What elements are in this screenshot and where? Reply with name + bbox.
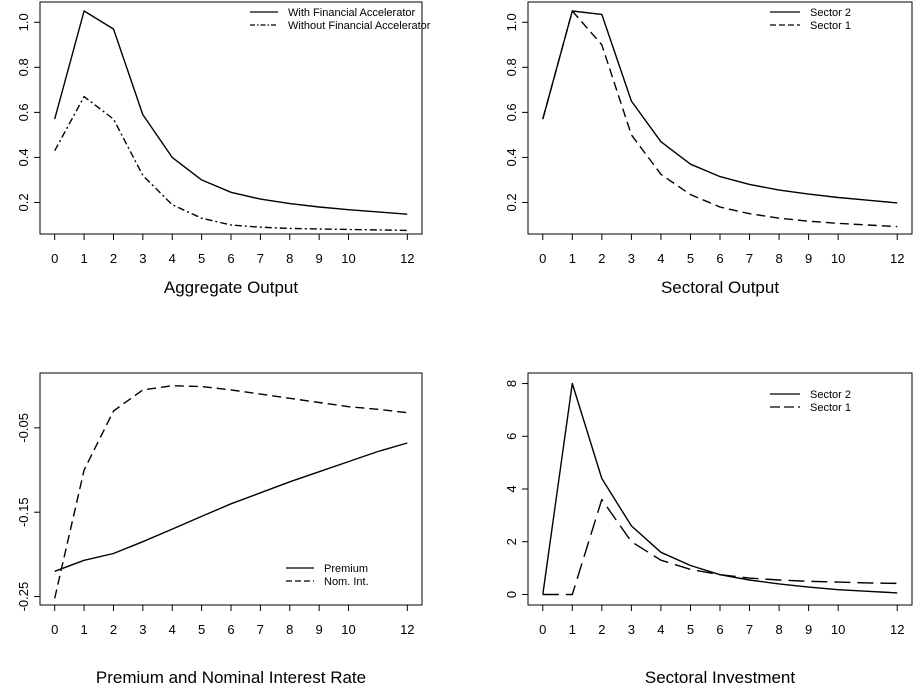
x-tick-label: 5 [198,251,205,266]
series-line-sector-1 [542,498,898,596]
premium-interest-panel: 0 1 2 3 4 5 6 7 8 9 10 12-0.05-0.15-0.25PremiumNom.… [16,372,423,687]
x-tick-label: 5 [687,251,694,266]
x-tick-label: 7 [257,622,264,637]
x-tick-label: 0 [51,622,58,637]
series-line-with-financial-accelerator [54,10,408,215]
y-tick-label: 2 [504,538,519,545]
legend-label: Sector 1 [810,20,851,32]
x-tick-label: 3 [628,251,635,266]
y-tick-label: 6 [504,433,519,440]
y-tick-label: 4 [504,485,519,492]
y-tick-label: 0.6 [504,103,519,121]
series-line-sector-2 [542,10,898,204]
x-tick-label: 12 [890,622,904,637]
x-tick-label: 8 [286,622,293,637]
x-tick-label: 9 [805,622,812,637]
panel-caption: Sectoral Output [661,278,779,297]
series-line-without-financial-accelerator [54,95,408,232]
x-tick-label: 0 [51,251,58,266]
y-tick-label: 0.4 [16,148,31,166]
series-line-nom-int- [54,385,408,599]
x-tick-label: 8 [775,622,782,637]
x-tick-label: 6 [227,622,234,637]
x-tick-label: 2 [598,622,605,637]
panel-caption: Sectoral Investment [645,668,796,687]
series-line-sector-2 [542,382,898,595]
y-tick-label: 0.8 [504,58,519,76]
x-tick-label: 8 [775,251,782,266]
series-line-premium [54,442,408,572]
x-tick-label: 4 [169,251,176,266]
y-tick-label: 0.8 [16,58,31,76]
x-tick-label: 7 [257,251,264,266]
x-tick-label: 1 [80,251,87,266]
x-tick-label: 3 [139,622,146,637]
x-tick-label: 2 [598,251,605,266]
y-tick-label: 0 [504,591,519,598]
panel-caption: Aggregate Output [164,278,298,297]
y-tick-label: 0.6 [16,103,31,121]
x-tick-label: 12 [890,251,904,266]
y-tick-label: 0.2 [504,193,519,211]
x-tick-label: 7 [746,622,753,637]
legend-label: Sector 2 [810,389,851,401]
x-tick-label: 10 [341,622,355,637]
x-tick-label: 4 [657,622,664,637]
y-tick-label: 1.0 [16,13,31,31]
x-tick-label: 0 [539,622,546,637]
legend-label: Premium [324,563,368,575]
y-tick-label: 0.4 [504,148,519,166]
y-tick-label: 1.0 [504,13,519,31]
series-line-sector-1 [542,10,898,228]
y-tick-label: 8 [504,380,519,387]
x-tick-label: 10 [831,251,845,266]
panel-caption: Premium and Nominal Interest Rate [96,668,366,687]
x-tick-label: 6 [227,251,234,266]
y-tick-label: 0.2 [16,193,31,211]
x-tick-label: 5 [198,622,205,637]
x-tick-label: 4 [169,622,176,637]
x-tick-label: 12 [400,622,414,637]
y-tick-label: -0.15 [16,497,31,527]
legend-label: With Financial Accelerator [288,7,415,19]
x-tick-label: 2 [110,622,117,637]
x-tick-label: 10 [341,251,355,266]
legend-label: Sector 2 [810,7,851,19]
y-tick-label: -0.25 [16,582,31,612]
x-tick-label: 6 [716,251,723,266]
x-tick-label: 1 [80,622,87,637]
x-tick-label: 0 [539,251,546,266]
x-tick-label: 9 [805,251,812,266]
plot-frame [527,372,913,606]
x-tick-label: 9 [316,251,323,266]
x-tick-label: 3 [139,251,146,266]
x-tick-label: 6 [716,622,723,637]
x-tick-label: 7 [746,251,753,266]
x-tick-label: 8 [286,251,293,266]
x-tick-label: 1 [569,251,576,266]
legend-label: Without Financial Accelerator [288,20,431,32]
x-tick-label: 5 [687,622,694,637]
legend-label: Sector 1 [810,402,851,414]
x-tick-label: 12 [400,251,414,266]
x-tick-label: 1 [569,622,576,637]
y-tick-label: -0.05 [16,413,31,443]
x-tick-label: 4 [657,251,664,266]
legend-label: Nom. Int. [324,576,369,588]
x-tick-label: 9 [316,622,323,637]
plot-frame [39,1,423,235]
x-tick-label: 10 [831,622,845,637]
x-tick-label: 2 [110,251,117,266]
x-tick-label: 3 [628,622,635,637]
